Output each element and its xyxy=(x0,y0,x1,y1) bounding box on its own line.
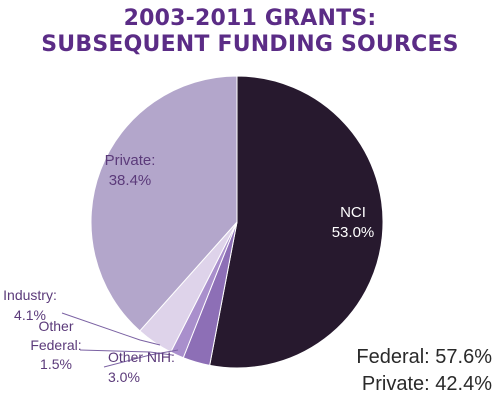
leader-line-industry xyxy=(61,312,161,346)
chart-title-line-2: SUBSEQUENT FUNDING SOURCES xyxy=(41,32,459,57)
pie-slices xyxy=(90,75,384,369)
slice-labels: NCI 53.0% Other NIH: 3.0% Other Federal: 1.5%I… xyxy=(3,152,374,385)
chart-title: 2003-2011 GRANTS: SUBSEQUENT FUNDING SOU… xyxy=(0,6,500,58)
slice-label-private: Private: 38.4% xyxy=(105,152,156,189)
chart-title-line-1: 2003-2011 GRANTS: xyxy=(123,6,377,31)
summary-federal: Federal: 57.6% xyxy=(356,346,492,368)
slice-label-nci: NCI 53.0% xyxy=(332,204,375,241)
leader-line-other-federal xyxy=(79,349,173,356)
slice-label-industry: Industry: 4.1% xyxy=(3,287,57,323)
pie-slice-private xyxy=(90,75,238,332)
slice-label-other-federal: Other Federal: 1.5% xyxy=(30,318,81,372)
pie-slice-nci xyxy=(209,75,384,369)
leader-lines xyxy=(61,312,179,368)
slice-label-other-nih: Other NIH: 3.0% xyxy=(108,349,175,385)
summary-private: Private: 42.4% xyxy=(361,373,492,395)
funding-summary: Federal: 57.6% Private: 42.4% xyxy=(356,344,492,398)
leader-line-other-nih xyxy=(103,349,179,368)
